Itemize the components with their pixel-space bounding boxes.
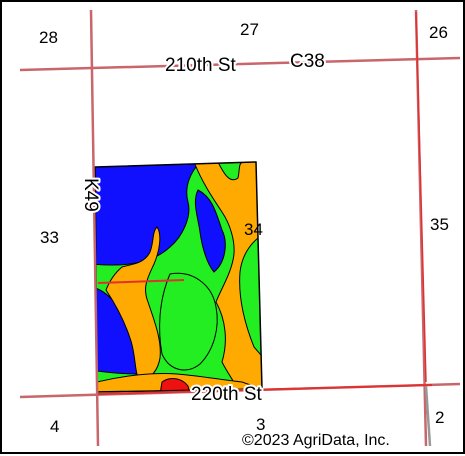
section-number-e: 35 (430, 215, 449, 234)
section-number-nw: 28 (39, 28, 58, 47)
section-numbers: 28 27 26 33 34 35 4 3 2 (39, 20, 449, 436)
section-line-se-gray (424, 385, 432, 447)
soil-unit-orange-northeast (193, 162, 262, 392)
copyright-notice: ©2023 AgriData, Inc. (242, 432, 390, 449)
road-label-c38: C38 (290, 51, 325, 72)
section-number-s: 3 (256, 415, 265, 434)
field-soil-units (95, 162, 262, 392)
section-line-west (89, 9, 100, 447)
road-label-210th: 210th St (165, 55, 236, 76)
section-number-center: 34 (244, 220, 263, 239)
section-number-ne: 26 (429, 23, 448, 42)
section-number-w: 33 (40, 228, 59, 247)
boundary-line-east (415, 11, 427, 383)
soil-unit-orange-west (105, 226, 161, 383)
section-number-se: 2 (435, 408, 444, 427)
boundary-line-inner (97, 279, 185, 284)
section-line-north (19, 56, 461, 72)
road-label-220th: 220th St (191, 384, 262, 405)
road-label-k49: K49 (80, 178, 101, 212)
road-labels: 210th St C38 220th St K49 (78, 49, 327, 407)
section-number-n: 27 (240, 20, 259, 39)
section-number-sw: 4 (50, 417, 59, 436)
soil-unit-green-lowerloop (159, 272, 218, 371)
soil-unit-blue-center (194, 189, 226, 273)
soil-unit-blue-northwest (95, 162, 204, 266)
boundary-line-south (97, 384, 433, 395)
